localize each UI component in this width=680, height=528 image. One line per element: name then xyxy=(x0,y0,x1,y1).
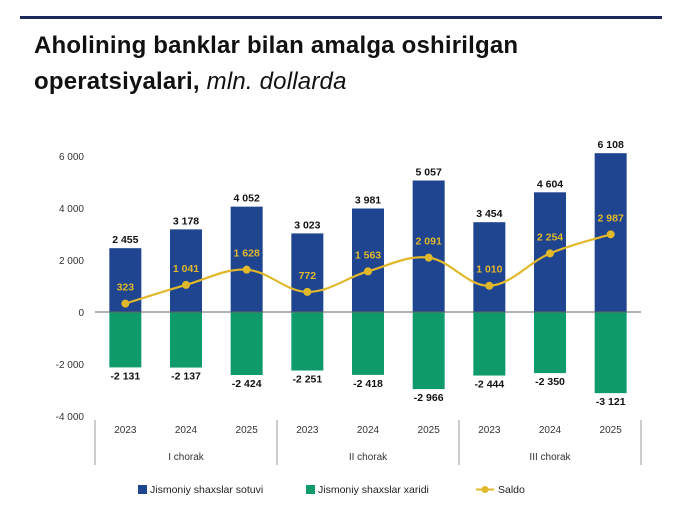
data-label-sotuvi: 3 023 xyxy=(294,219,320,231)
saldo-point xyxy=(606,230,615,239)
data-label-xaridi: -2 350 xyxy=(535,376,565,388)
y-tick-label: 0 xyxy=(78,308,84,319)
bar-xaridi xyxy=(170,312,202,368)
data-label-xaridi: -2 424 xyxy=(232,378,262,390)
data-label-sotuvi: 3 981 xyxy=(355,194,381,206)
bar-xaridi xyxy=(473,312,506,376)
data-label-sotuvi: 3 178 xyxy=(173,215,199,227)
group-label: II chorak xyxy=(349,452,388,463)
data-label-saldo: 1 041 xyxy=(173,263,199,275)
data-label-saldo: 2 987 xyxy=(598,212,624,224)
bar-sotuvi xyxy=(412,180,445,312)
data-label-sotuvi: 5 057 xyxy=(416,167,442,179)
group-label: I chorak xyxy=(168,452,205,463)
bar-sotuvi xyxy=(473,222,506,312)
title-unit: mln. dollarda xyxy=(206,68,347,95)
bar-sotuvi xyxy=(291,233,324,312)
x-tick-label: 2024 xyxy=(357,425,380,436)
data-label-saldo: 1 010 xyxy=(476,264,502,276)
bar-sotuvi xyxy=(352,208,384,312)
data-label-sotuvi: 6 108 xyxy=(598,139,624,151)
saldo-point xyxy=(182,280,190,289)
data-label-sotuvi: 4 052 xyxy=(234,193,260,205)
saldo-point xyxy=(485,281,494,290)
saldo-point xyxy=(546,249,554,258)
top-rule xyxy=(20,16,662,19)
data-label-saldo: 2 091 xyxy=(416,236,442,248)
saldo-point xyxy=(121,299,130,308)
x-tick-label: 2023 xyxy=(478,425,501,436)
data-label-sotuvi: 4 604 xyxy=(537,178,563,190)
data-label-saldo: 2 254 xyxy=(537,231,563,243)
legend-label-xaridi: Jismoniy shaxslar xaridi xyxy=(318,484,429,496)
x-tick-label: 2023 xyxy=(296,425,319,436)
data-label-xaridi: -2 137 xyxy=(171,371,201,383)
data-label-xaridi: -2 251 xyxy=(292,374,322,386)
data-label-xaridi: -2 444 xyxy=(474,379,504,391)
y-tick-label: -4 000 xyxy=(56,412,85,423)
x-tick-label: 2025 xyxy=(236,425,259,436)
legend-swatch-sotuvi xyxy=(138,485,147,494)
x-tick-label: 2024 xyxy=(175,425,198,436)
title-main: Aholining banklar bilan amalga oshirilga… xyxy=(34,32,519,95)
bar-sotuvi xyxy=(170,229,202,312)
bar-xaridi xyxy=(412,312,445,390)
data-label-xaridi: -3 121 xyxy=(596,396,626,408)
data-label-saldo: 323 xyxy=(117,282,135,294)
x-tick-label: 2023 xyxy=(114,425,137,436)
data-label-sotuvi: 2 455 xyxy=(112,234,138,246)
saldo-point xyxy=(364,267,372,276)
data-label-sotuvi: 3 454 xyxy=(476,208,502,220)
bar-xaridi xyxy=(352,312,384,375)
saldo-point xyxy=(424,253,433,262)
data-label-saldo: 772 xyxy=(299,270,317,282)
y-tick-label: 2 000 xyxy=(59,256,84,267)
bar-xaridi xyxy=(230,312,263,376)
data-label-saldo: 1 628 xyxy=(234,248,260,260)
saldo-point xyxy=(303,287,312,296)
bar-sotuvi xyxy=(230,206,263,312)
legend-swatch-xaridi xyxy=(306,485,315,494)
data-label-xaridi: -2 131 xyxy=(110,370,140,382)
bar-xaridi xyxy=(109,312,142,368)
bar-xaridi xyxy=(594,312,627,394)
data-label-saldo: 1 563 xyxy=(355,249,381,261)
legend-marker-saldo xyxy=(481,486,489,493)
bar-xaridi xyxy=(291,312,324,371)
x-tick-label: 2025 xyxy=(600,425,623,436)
y-tick-label: -2 000 xyxy=(56,360,85,371)
data-label-xaridi: -2 966 xyxy=(414,392,444,404)
x-tick-label: 2024 xyxy=(539,425,562,436)
data-label-xaridi: -2 418 xyxy=(353,378,383,390)
y-tick-label: 4 000 xyxy=(59,204,84,215)
legend-label-saldo: Saldo xyxy=(498,484,525,496)
y-tick-label: 6 000 xyxy=(59,152,84,163)
x-tick-label: 2025 xyxy=(418,425,441,436)
chart-title: Aholining banklar bilan amalga oshirilga… xyxy=(34,28,654,100)
bar-xaridi xyxy=(534,312,566,374)
group-label: III chorak xyxy=(529,452,571,463)
legend-label-sotuvi: Jismoniy shaxslar sotuvi xyxy=(150,484,263,496)
saldo-point xyxy=(242,265,251,274)
